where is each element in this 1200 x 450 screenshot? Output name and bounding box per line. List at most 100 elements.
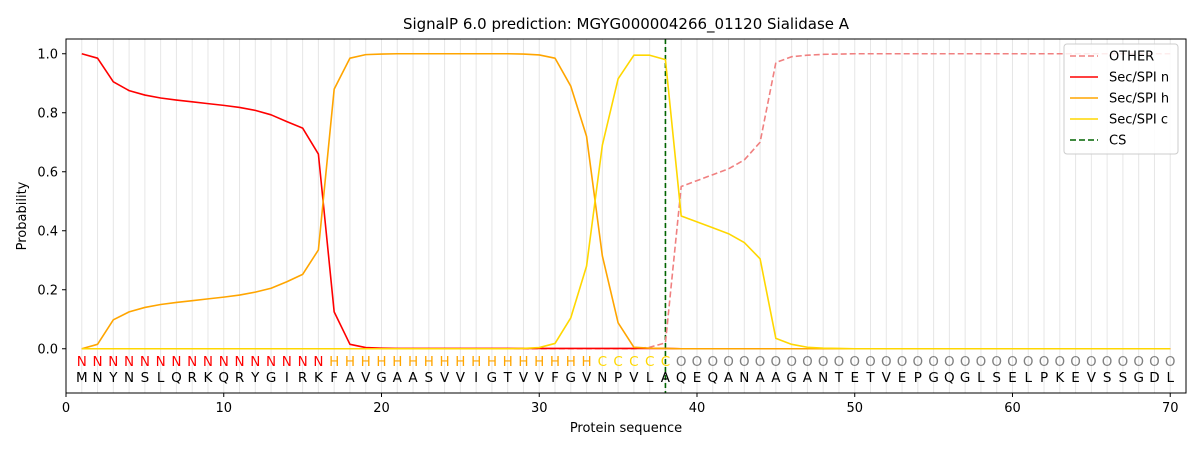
region-letter: H <box>581 354 591 370</box>
sequence-letter: Q <box>218 370 229 386</box>
sequence-letter: K <box>204 370 214 386</box>
series-line-other <box>81 52 1171 350</box>
sequence-letter: N <box>739 370 749 386</box>
sequence-letter: S <box>1119 370 1128 386</box>
region-letter: H <box>345 354 355 370</box>
y-tick-label: 0.6 <box>37 165 58 180</box>
region-letter: H <box>534 354 544 370</box>
x-axis-label: Protein sequence <box>570 421 682 436</box>
region-letter: C <box>613 354 622 370</box>
region-letter: O <box>897 354 908 370</box>
region-letter: N <box>140 354 150 370</box>
region-letter: N <box>313 354 323 370</box>
sequence-letter: R <box>235 370 244 386</box>
region-letter: N <box>171 354 181 370</box>
series-line-sec-spi-c <box>81 54 1171 350</box>
axis-ticks: 0 10 20 30 40 50 60 70 0.0 0.2 0.4 0.6 0.8 1.0 <box>37 47 1178 416</box>
region-letter: H <box>329 354 339 370</box>
y-tick-label: 0.2 <box>37 283 58 298</box>
sequence-letter: G <box>566 370 576 386</box>
sequence-letter: F <box>330 370 338 386</box>
region-letter: O <box>834 354 845 370</box>
x-tick-label: 40 <box>689 401 706 416</box>
x-tick-label: 20 <box>373 401 390 416</box>
x-tick-label: 30 <box>531 401 548 416</box>
region-letter: N <box>298 354 308 370</box>
region-letter: O <box>723 354 734 370</box>
sequence-letter: L <box>646 370 654 386</box>
region-letter: N <box>234 354 244 370</box>
region-letter: N <box>219 354 229 370</box>
region-letter: O <box>707 354 718 370</box>
sequence-letter: P <box>1040 370 1048 386</box>
y-axis-label: Probability <box>15 181 30 250</box>
sequence-letter: L <box>157 370 165 386</box>
region-letter: O <box>865 354 876 370</box>
region-letter: N <box>124 354 134 370</box>
x-tick-label: 0 <box>62 401 70 416</box>
sequence-letter: K <box>314 370 324 386</box>
region-letter: H <box>361 354 371 370</box>
sequence-letter: A <box>408 370 418 386</box>
sequence-letter: Y <box>108 370 118 386</box>
region-letter: H <box>471 354 481 370</box>
sequence-letter: G <box>266 370 276 386</box>
region-letter: O <box>802 354 813 370</box>
region-letter: N <box>282 354 292 370</box>
region-letter: H <box>424 354 434 370</box>
sequence-letter: A <box>724 370 734 386</box>
region-letter: H <box>487 354 497 370</box>
legend-label: Sec/SPI n <box>1109 71 1169 86</box>
chart-title: SignalP 6.0 prediction: MGYG000004266_01… <box>403 15 850 34</box>
legend-label: CS <box>1109 134 1126 149</box>
region-letter: H <box>408 354 418 370</box>
region-letter: O <box>1149 354 1160 370</box>
sequence-letter: V <box>440 370 450 386</box>
legend-label: Sec/SPI h <box>1109 92 1169 107</box>
sequence-letter: V <box>456 370 466 386</box>
sequence-letter: G <box>376 370 386 386</box>
sequence-letter: R <box>298 370 307 386</box>
sequence-letter: S <box>1103 370 1112 386</box>
sequence-letter: A <box>771 370 781 386</box>
sequence-letter: S <box>141 370 150 386</box>
sequence-letter: I <box>474 370 478 386</box>
legend-box <box>1063 43 1179 155</box>
sequence-annotation: NMNNNYNNNSNLNQNRNKNQNRNYNGNINRNKHFHAHVHG… <box>76 354 1176 386</box>
region-letter: H <box>455 354 465 370</box>
sequence-letter: A <box>755 370 765 386</box>
sequence-letter: R <box>188 370 197 386</box>
x-tick-label: 50 <box>846 401 863 416</box>
sequence-letter: Q <box>676 370 687 386</box>
region-letter: O <box>991 354 1002 370</box>
sequence-letter: E <box>1008 370 1017 386</box>
sequence-letter: D <box>1149 370 1159 386</box>
region-letter: O <box>1118 354 1129 370</box>
sequence-letter: G <box>1133 370 1143 386</box>
y-tick-label: 0.8 <box>37 106 58 121</box>
sequence-letter: E <box>693 370 702 386</box>
region-letter: N <box>156 354 166 370</box>
sequence-letter: V <box>882 370 892 386</box>
region-letter: N <box>77 354 87 370</box>
sequence-letter: T <box>503 370 513 386</box>
y-tick-label: 0.0 <box>37 342 58 357</box>
region-letter: C <box>645 354 654 370</box>
region-letter: N <box>266 354 276 370</box>
x-tick-label: 10 <box>215 401 232 416</box>
region-letter: O <box>771 354 782 370</box>
series-lines <box>81 52 1171 350</box>
sequence-letter: S <box>425 370 434 386</box>
sequence-letter: K <box>1055 370 1065 386</box>
series-line-sec-spi-n <box>81 52 1171 350</box>
sequence-letter: N <box>92 370 102 386</box>
sequence-letter: S <box>992 370 1001 386</box>
region-letter: O <box>1102 354 1113 370</box>
region-letter: H <box>440 354 450 370</box>
sequence-letter: V <box>535 370 545 386</box>
plot-frame <box>65 38 1187 394</box>
region-letter: H <box>503 354 513 370</box>
region-letter: O <box>1070 354 1081 370</box>
sequence-letter: I <box>285 370 289 386</box>
region-letter: H <box>566 354 576 370</box>
